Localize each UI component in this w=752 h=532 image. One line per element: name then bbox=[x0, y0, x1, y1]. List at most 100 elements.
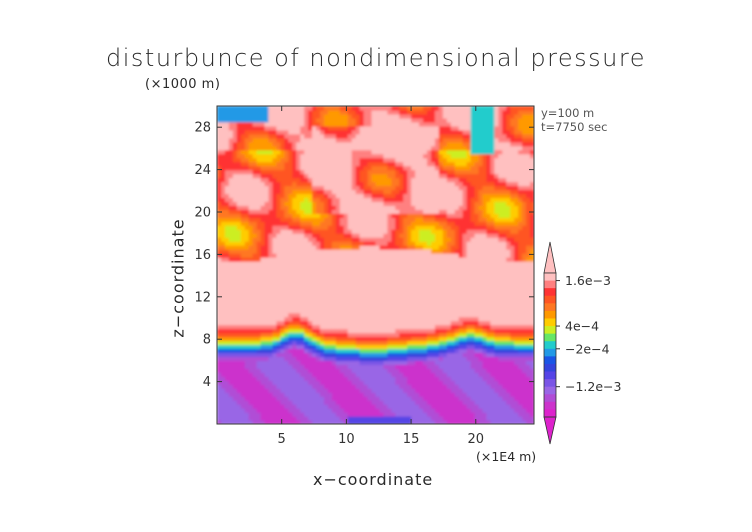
contour-cell bbox=[343, 360, 349, 365]
contour-cell bbox=[260, 229, 266, 234]
contour-cell bbox=[252, 312, 258, 318]
contour-cell bbox=[450, 225, 456, 230]
contour-cell bbox=[462, 304, 468, 310]
contour-cell bbox=[300, 189, 305, 195]
contour-cell bbox=[276, 157, 281, 163]
contour-cell bbox=[268, 153, 274, 159]
contour-cell bbox=[232, 217, 238, 222]
contour-cell bbox=[264, 348, 270, 354]
contour-cell bbox=[363, 261, 369, 266]
contour-cell bbox=[220, 209, 226, 214]
contour-cell bbox=[296, 193, 301, 199]
contour-cell bbox=[419, 292, 424, 298]
contour-cell bbox=[280, 272, 285, 278]
contour-cell bbox=[339, 368, 345, 373]
contour-cell bbox=[450, 149, 456, 155]
contour-cell bbox=[316, 193, 321, 199]
contour-cell bbox=[399, 292, 404, 298]
contour-cell bbox=[244, 261, 250, 266]
contour-cell bbox=[224, 153, 230, 159]
contour-cell bbox=[220, 416, 226, 421]
contour-cell bbox=[407, 408, 412, 413]
contour-cell bbox=[217, 300, 222, 306]
contour-cell bbox=[316, 400, 321, 405]
contour-cell bbox=[224, 109, 230, 115]
contour-cell bbox=[375, 121, 381, 127]
contour-cell bbox=[220, 145, 226, 151]
contour-cell bbox=[415, 265, 420, 270]
contour-cell bbox=[292, 225, 297, 230]
contour-cell bbox=[415, 304, 420, 310]
contour-cell bbox=[375, 372, 381, 377]
contour-cell bbox=[458, 185, 464, 191]
contour-cell bbox=[240, 145, 246, 151]
contour-cell bbox=[423, 245, 428, 250]
contour-cell bbox=[339, 332, 345, 338]
contour-cell bbox=[260, 113, 266, 119]
contour-cell bbox=[343, 113, 349, 119]
contour-cell bbox=[248, 121, 254, 127]
contour-cell bbox=[343, 308, 349, 314]
contour-cell bbox=[351, 265, 357, 270]
contour-cell bbox=[268, 344, 274, 350]
contour-cell bbox=[312, 376, 317, 381]
contour-cell bbox=[244, 189, 250, 195]
contour-cell bbox=[355, 416, 361, 421]
contour-cell bbox=[252, 348, 258, 354]
contour-cell bbox=[323, 137, 329, 143]
contour-cell bbox=[327, 344, 333, 350]
contour-cell bbox=[375, 129, 381, 135]
contour-cell bbox=[280, 145, 285, 151]
contour-cell bbox=[296, 344, 301, 350]
contour-cell bbox=[272, 344, 278, 350]
contour-cell bbox=[339, 360, 345, 365]
contour-cell bbox=[260, 336, 266, 342]
contour-cell bbox=[260, 197, 266, 202]
contour-cell bbox=[375, 189, 381, 195]
contour-cell bbox=[371, 348, 377, 354]
contour-cell bbox=[434, 229, 440, 234]
contour-cell bbox=[375, 177, 381, 183]
contour-cell bbox=[411, 157, 416, 163]
contour-cell bbox=[427, 420, 432, 424]
contour-cell bbox=[272, 308, 278, 314]
contour-cell bbox=[308, 181, 313, 187]
contour-cell bbox=[292, 396, 297, 401]
contour-cell bbox=[323, 304, 329, 310]
contour-cell bbox=[411, 344, 416, 350]
contour-cell bbox=[391, 229, 396, 234]
contour-cell bbox=[288, 189, 293, 195]
contour-cell bbox=[312, 284, 317, 290]
contour-cell bbox=[300, 312, 305, 318]
contour-cell bbox=[264, 296, 270, 302]
contour-cell bbox=[434, 388, 440, 393]
contour-cell bbox=[288, 161, 293, 167]
contour-cell bbox=[323, 221, 329, 226]
contour-cell bbox=[236, 265, 242, 270]
contour-cell bbox=[312, 129, 317, 135]
contour-cell bbox=[391, 276, 396, 282]
contour-cell bbox=[316, 276, 321, 282]
contour-cell bbox=[220, 265, 226, 270]
contour-cell bbox=[462, 356, 468, 361]
contour-cell bbox=[268, 296, 274, 302]
contour-cell bbox=[276, 340, 281, 346]
contour-cell bbox=[280, 332, 285, 338]
contour-cell bbox=[351, 153, 357, 159]
contour-cell bbox=[450, 348, 456, 354]
contour-cell bbox=[276, 308, 281, 314]
contour-cell bbox=[268, 241, 274, 246]
contour-cell bbox=[248, 153, 254, 159]
contour-cell bbox=[383, 117, 388, 123]
contour-cell bbox=[280, 360, 285, 365]
contour-cell bbox=[403, 304, 408, 310]
contour-cell bbox=[427, 129, 432, 135]
contour-cell bbox=[458, 292, 464, 298]
contour-cell bbox=[379, 213, 385, 218]
contour-cell bbox=[359, 392, 365, 397]
contour-cell bbox=[454, 173, 460, 179]
x-axis-label: x−coordinate bbox=[313, 470, 434, 489]
contour-cell bbox=[403, 312, 408, 318]
contour-cell bbox=[272, 400, 278, 405]
contour-cell bbox=[343, 412, 349, 417]
